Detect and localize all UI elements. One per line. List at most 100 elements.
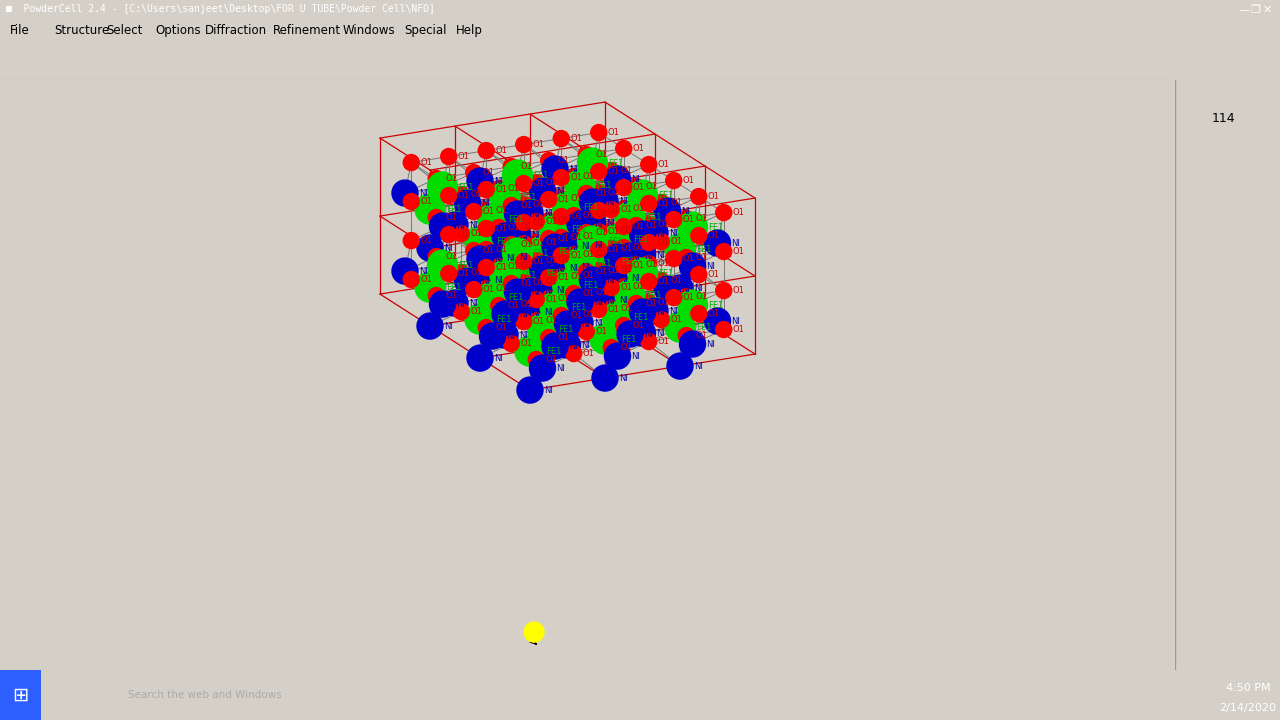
Text: FE1: FE1 [547,269,562,278]
Text: O1: O1 [621,283,632,292]
Text: Windows: Windows [343,24,396,37]
Text: FE1: FE1 [508,215,524,224]
Text: ✕: ✕ [1262,5,1272,15]
Circle shape [603,340,620,356]
Text: NI: NI [581,320,590,328]
Circle shape [678,289,694,305]
Text: O1: O1 [595,249,607,258]
Circle shape [530,355,556,381]
Circle shape [566,228,581,245]
Circle shape [580,288,605,314]
Text: Special: Special [404,24,447,37]
Text: NI: NI [494,354,503,363]
Text: O1: O1 [595,210,607,219]
Circle shape [591,266,618,292]
Circle shape [529,351,544,368]
Text: O1: O1 [495,206,507,215]
Text: FE1: FE1 [696,323,712,332]
Circle shape [440,266,457,282]
Text: O1: O1 [508,223,520,232]
Circle shape [566,168,581,184]
Circle shape [503,276,520,292]
Circle shape [503,258,520,274]
Text: ⊞: ⊞ [13,685,28,704]
Circle shape [540,153,557,168]
Text: ❐: ❐ [1251,5,1261,15]
Text: O1: O1 [595,327,607,336]
Circle shape [716,322,732,338]
Circle shape [641,294,657,310]
Circle shape [603,163,620,179]
Circle shape [540,192,557,207]
Circle shape [529,253,544,269]
Circle shape [477,282,507,312]
Text: NI: NI [518,232,527,240]
Text: O1: O1 [595,288,607,297]
Circle shape [616,140,632,156]
Text: FE1: FE1 [621,335,636,343]
Circle shape [641,274,657,289]
Text: O1: O1 [632,261,645,270]
Text: NI: NI [631,351,640,361]
Circle shape [678,328,694,343]
Circle shape [591,163,607,179]
Text: FE1: FE1 [584,281,599,289]
Text: O1: O1 [483,285,494,294]
Text: O1: O1 [708,192,719,201]
Circle shape [603,302,632,332]
Circle shape [515,336,545,366]
Text: O1: O1 [571,233,582,242]
Text: FE1: FE1 [658,191,673,199]
Circle shape [603,279,620,296]
Circle shape [516,197,531,212]
Text: NI: NI [444,322,453,330]
Text: O1: O1 [632,321,645,330]
Text: O1: O1 [595,189,607,198]
Text: O1: O1 [582,211,595,220]
Circle shape [603,202,620,217]
Text: NI: NI [594,318,603,328]
Text: NI: NI [570,165,577,174]
Text: FE1: FE1 [646,291,662,300]
Text: O1: O1 [682,215,695,224]
Text: O1: O1 [483,246,494,255]
Circle shape [466,282,481,297]
Text: NI: NI [669,307,678,315]
Text: O1: O1 [632,282,645,291]
Text: 2/14/2020: 2/14/2020 [1220,703,1276,713]
Circle shape [643,220,668,246]
Circle shape [566,246,581,263]
Circle shape [530,178,556,204]
Text: O1: O1 [470,268,483,277]
Text: O1: O1 [671,198,682,207]
Circle shape [566,346,581,361]
Circle shape [503,219,520,235]
Text: O1: O1 [582,349,595,358]
Circle shape [529,292,544,307]
Text: O1: O1 [621,226,632,235]
Text: O1: O1 [520,339,532,348]
Text: O1: O1 [632,183,645,192]
Text: O1: O1 [470,229,483,238]
Text: O1: O1 [708,231,719,240]
Circle shape [667,275,692,301]
Text: O1: O1 [582,271,595,280]
Circle shape [604,265,631,291]
Text: O1: O1 [582,250,595,259]
Circle shape [504,222,530,248]
Circle shape [540,330,557,346]
Circle shape [403,233,420,248]
Circle shape [540,291,557,307]
Circle shape [403,271,420,287]
Circle shape [429,210,444,225]
Text: NI: NI [457,222,466,230]
Circle shape [524,622,544,642]
Text: O1: O1 [558,255,570,264]
Circle shape [591,188,618,214]
Circle shape [392,180,419,206]
Circle shape [691,228,707,243]
Text: NI: NI [731,317,740,325]
Text: NI: NI [607,219,616,228]
Circle shape [628,256,644,273]
Circle shape [490,258,507,274]
